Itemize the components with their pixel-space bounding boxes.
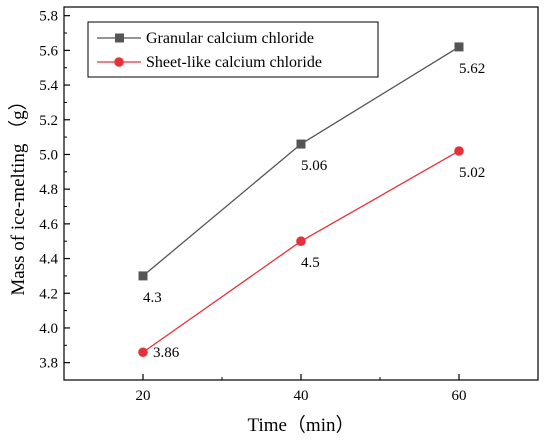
data-point-square [296,139,306,149]
legend: Granular calcium chloride Sheet-like calc… [87,21,379,78]
data-label: 5.62 [459,61,485,77]
y-tick-label: 4.6 [39,217,58,233]
series-layer: 4.3 5.06 5.62 3.86 4.5 5.02 [138,42,485,361]
data-label: 5.06 [301,158,328,174]
x-axis: 20 40 60 [136,374,539,404]
y-tick-label: 3.8 [39,356,58,372]
x-tick-label: 60 [452,388,467,404]
legend-marker-circle [114,57,124,67]
series-line-2 [142,150,460,353]
y-tick-label: 4.0 [39,321,58,337]
data-label: 4.3 [143,290,162,306]
data-point-square [454,42,464,52]
x-tick-label: 20 [136,388,151,404]
y-axis-title: Mass of ice-melting （g） [7,91,29,295]
x-tick-label: 40 [294,388,309,404]
data-point-circle [296,236,306,247]
y-tick-label: 5.8 [39,9,58,25]
data-label: 3.86 [153,345,180,361]
y-tick-label: 5.2 [39,113,58,129]
y-axis: 3.8 4.0 4.2 4.4 4.6 4.8 5.0 5.2 5.4 5.6 5.8 [39,9,70,372]
legend-label-2: Sheet-like calcium chloride [146,54,322,71]
y-tick-label: 4.8 [39,182,58,198]
data-point-circle [138,347,148,358]
y-tick-label: 5.6 [39,43,58,59]
data-point-square [138,271,148,281]
legend-box [87,21,379,78]
legend-label-1: Granular calcium chloride [146,30,314,47]
y-tick-label: 5.0 [39,147,58,163]
x-axis-title: Time（min） [248,414,355,436]
y-tick-label: 4.2 [39,286,58,302]
legend-marker-square [115,33,124,43]
y-tick-label: 5.4 [39,78,58,94]
y-tick-label: 4.4 [39,252,58,268]
data-point-circle [454,146,464,156]
data-label: 4.5 [301,255,320,271]
data-label: 5.02 [459,165,485,181]
